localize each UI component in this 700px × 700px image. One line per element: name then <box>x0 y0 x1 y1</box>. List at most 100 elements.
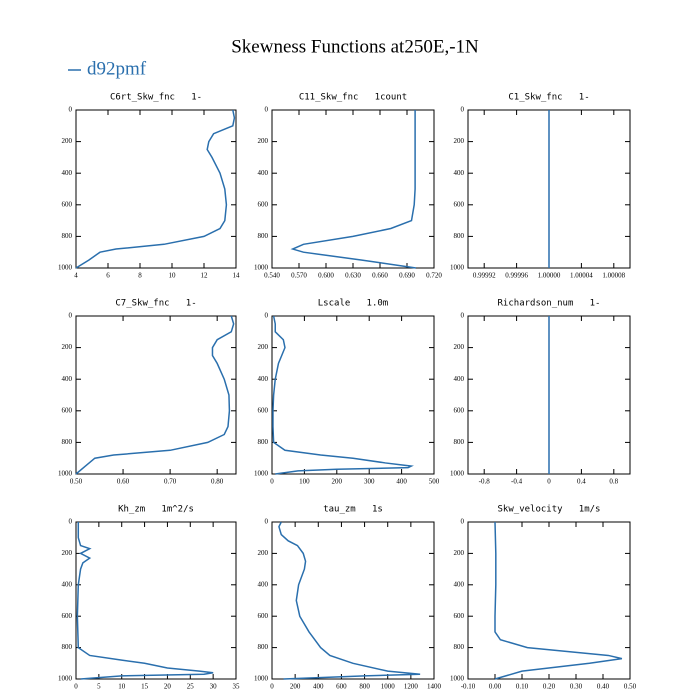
panel-title: C6rt_Skw_fnc 1- <box>110 93 202 103</box>
x-tick-label: 0.80 <box>211 478 224 486</box>
y-tick-label: 400 <box>62 580 73 588</box>
x-tick-label: 5 <box>97 683 101 691</box>
y-tick-label: 200 <box>62 343 73 351</box>
y-tick-label: 0 <box>461 106 465 114</box>
x-tick-label: 100 <box>299 478 310 486</box>
x-tick-label: 1200 <box>404 683 419 691</box>
x-tick-label: 0.40 <box>597 683 610 691</box>
y-tick-label: 800 <box>258 232 269 240</box>
plot-frame <box>75 109 237 269</box>
y-tick-label: 200 <box>454 343 465 351</box>
plot-frame <box>271 315 435 475</box>
x-tick-label: 0.70 <box>164 478 177 486</box>
x-tick-label: 0 <box>270 683 274 691</box>
y-tick-label: 200 <box>258 137 269 145</box>
y-tick-label: 0 <box>461 312 465 320</box>
x-tick-label: 25 <box>187 683 195 691</box>
plot-frame <box>75 521 237 680</box>
y-tick-label: 400 <box>258 375 269 383</box>
panel-title: C11_Skw_fnc 1count <box>299 93 407 103</box>
x-tick-label: 1000 <box>381 683 396 691</box>
x-tick-label: 10 <box>118 683 126 691</box>
y-tick-label: 0 <box>265 106 269 114</box>
y-tick-label: 1000 <box>58 675 73 683</box>
x-tick-label: 30 <box>210 683 218 691</box>
y-tick-label: 600 <box>258 200 269 208</box>
series-line <box>272 315 414 475</box>
y-tick-label: 400 <box>258 169 269 177</box>
x-tick-label: 500 <box>429 478 440 486</box>
x-tick-label: 1.00004 <box>570 272 593 280</box>
y-tick-label: 400 <box>62 375 73 383</box>
y-tick-label: 200 <box>62 549 73 557</box>
x-tick-label: 35 <box>233 683 241 691</box>
plot-frame <box>75 315 237 475</box>
x-tick-label: 0.99996 <box>505 272 528 280</box>
panel-title: Skw_velocity 1m/s <box>498 505 601 515</box>
x-tick-label: 0.30 <box>570 683 583 691</box>
series-line <box>75 109 236 269</box>
y-tick-label: 600 <box>62 406 73 414</box>
x-tick-label: 200 <box>332 478 343 486</box>
x-tick-label: 0.690 <box>399 272 415 280</box>
panel-title: C7_Skw_fnc 1- <box>115 299 196 309</box>
x-tick-label: 20 <box>164 683 172 691</box>
y-tick-label: 200 <box>258 343 269 351</box>
series-line <box>290 110 417 269</box>
y-tick-label: 0 <box>265 312 269 320</box>
x-tick-label: 0.99992 <box>473 272 496 280</box>
legend-label: d92pmf <box>87 58 147 79</box>
series-line <box>278 521 421 680</box>
series-line <box>494 521 623 680</box>
y-tick-label: 200 <box>454 137 465 145</box>
x-tick-label: 800 <box>359 683 370 691</box>
y-tick-label: 0 <box>69 312 73 320</box>
x-tick-label: 400 <box>396 478 407 486</box>
y-tick-label: 0 <box>265 518 269 526</box>
x-tick-label: 0.60 <box>117 478 130 486</box>
x-tick-label: 0.4 <box>577 478 586 486</box>
y-tick-label: 0 <box>69 518 73 526</box>
x-tick-label: 10 <box>169 272 177 280</box>
plot-frame <box>271 109 435 269</box>
y-tick-label: 1000 <box>254 470 269 478</box>
y-tick-label: 400 <box>454 169 465 177</box>
y-tick-label: 600 <box>454 200 465 208</box>
y-tick-label: 1000 <box>254 264 269 272</box>
x-tick-label: 0 <box>547 478 551 486</box>
x-tick-label: 200 <box>290 683 301 691</box>
series-line <box>75 315 235 475</box>
x-tick-label: -0.8 <box>479 478 491 486</box>
x-tick-label: 0.720 <box>426 272 442 280</box>
y-tick-label: 1000 <box>58 264 73 272</box>
x-tick-label: 15 <box>141 683 149 691</box>
x-tick-label: 12 <box>201 272 209 280</box>
y-tick-label: 600 <box>62 612 73 620</box>
x-tick-label: -0.4 <box>511 478 523 486</box>
y-tick-label: 400 <box>454 375 465 383</box>
x-tick-label: 0.50 <box>70 478 83 486</box>
x-tick-label: 600 <box>336 683 347 691</box>
y-tick-label: 600 <box>258 612 269 620</box>
x-tick-label: 0.630 <box>345 272 361 280</box>
x-tick-label: 4 <box>74 272 78 280</box>
y-tick-label: 400 <box>454 580 465 588</box>
y-tick-label: 800 <box>454 232 465 240</box>
x-tick-label: 0.540 <box>264 272 280 280</box>
x-tick-label: 0 <box>74 683 78 691</box>
y-tick-label: 800 <box>62 438 73 446</box>
x-tick-label: 0.8 <box>609 478 618 486</box>
x-tick-label: 1.00000 <box>538 272 561 280</box>
x-tick-label: -0.10 <box>461 683 476 691</box>
x-tick-label: 0.20 <box>543 683 556 691</box>
panel-title: tau_zm 1s <box>323 505 383 515</box>
y-tick-label: 800 <box>454 643 465 651</box>
x-tick-label: 400 <box>313 683 324 691</box>
figure-title: Skewness Functions at250E,-1N <box>231 36 479 57</box>
x-tick-label: 6 <box>106 272 110 280</box>
y-tick-label: 800 <box>454 438 465 446</box>
y-tick-label: 800 <box>62 643 73 651</box>
y-tick-label: 600 <box>454 406 465 414</box>
y-tick-label: 1000 <box>58 470 73 478</box>
